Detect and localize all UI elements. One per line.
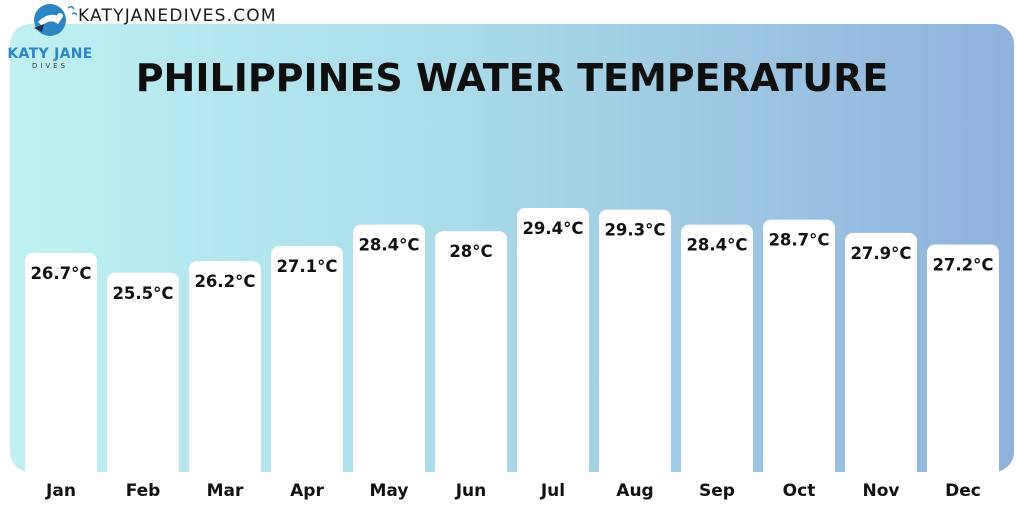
month-label-sep: Sep bbox=[699, 481, 735, 501]
month-label-jun: Jun bbox=[455, 481, 487, 501]
month-label-mar: Mar bbox=[207, 481, 244, 501]
logo-name: KATY JANE bbox=[7, 46, 93, 62]
value-label-feb: 25.5°C bbox=[112, 284, 173, 303]
month-label-feb: Feb bbox=[126, 481, 161, 501]
bar-aug bbox=[599, 209, 671, 480]
bar-feb bbox=[107, 272, 179, 480]
value-label-nov: 27.9°C bbox=[850, 244, 911, 263]
value-label-sep: 28.4°C bbox=[686, 236, 747, 255]
month-label-may: May bbox=[370, 481, 409, 501]
month-label-nov: Nov bbox=[863, 481, 900, 501]
chart-title: PHILIPPINES WATER TEMPERATURE bbox=[135, 56, 889, 100]
bar-may bbox=[353, 224, 425, 480]
chart-baseline bbox=[0, 472, 1024, 480]
value-label-jun: 28°C bbox=[449, 242, 492, 261]
bar-oct bbox=[763, 219, 835, 481]
value-label-jul: 29.4°C bbox=[522, 219, 583, 238]
bar-jun bbox=[435, 231, 507, 480]
diver-icon bbox=[34, 4, 78, 36]
month-label-apr: Apr bbox=[290, 481, 324, 501]
value-label-aug: 29.3°C bbox=[604, 221, 665, 240]
bar-jul bbox=[517, 208, 589, 480]
bar-nov bbox=[845, 232, 917, 480]
value-label-oct: 28.7°C bbox=[768, 231, 829, 250]
site-url[interactable]: KATYJANEDIVES.COM bbox=[78, 6, 277, 26]
bar-apr bbox=[271, 246, 343, 480]
month-label-dec: Dec bbox=[945, 481, 981, 501]
value-label-apr: 27.1°C bbox=[276, 257, 337, 276]
month-label-aug: Aug bbox=[616, 481, 653, 501]
bar-jan bbox=[25, 252, 97, 480]
value-label-dec: 27.2°C bbox=[932, 256, 993, 275]
logo-subtitle: DIVES bbox=[31, 62, 69, 70]
month-label-jan: Jan bbox=[45, 481, 76, 501]
value-label-mar: 26.2°C bbox=[194, 272, 255, 291]
value-label-may: 28.4°C bbox=[358, 236, 419, 255]
bar-sep bbox=[681, 224, 753, 480]
month-label-jul: Jul bbox=[540, 481, 565, 501]
bar-dec bbox=[927, 244, 999, 480]
month-label-oct: Oct bbox=[783, 481, 816, 501]
bar-mar bbox=[189, 261, 261, 480]
value-label-jan: 26.7°C bbox=[30, 264, 91, 283]
